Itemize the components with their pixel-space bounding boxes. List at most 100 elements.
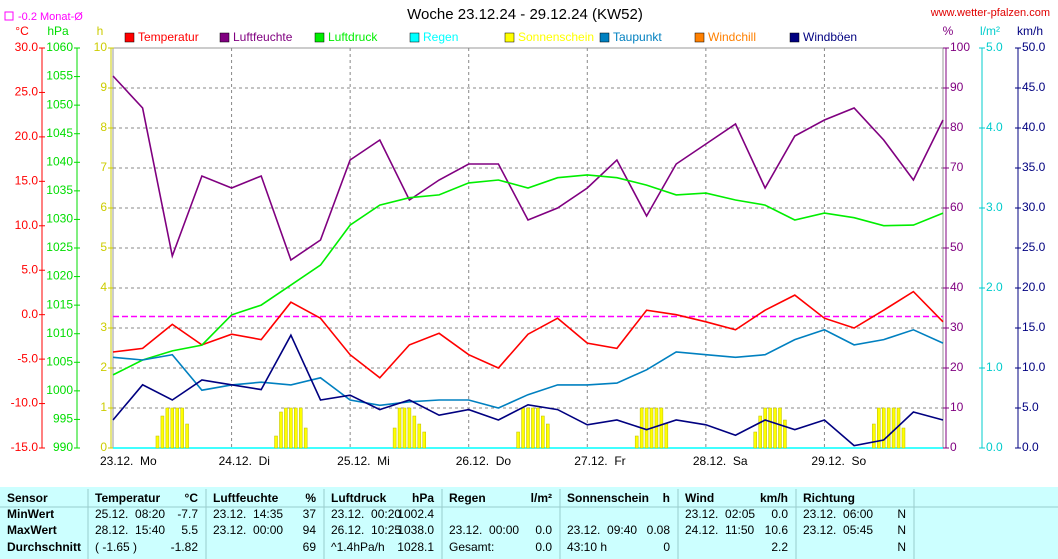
legend-swatch — [789, 32, 800, 43]
y-tick-label: 7 — [100, 160, 107, 174]
y-tick-label: 50 — [950, 240, 964, 254]
axis-unit: km/h — [1017, 24, 1043, 38]
y-tick-label: 0 — [100, 440, 107, 454]
sunshine-bar — [758, 415, 762, 449]
sunshine-bar — [664, 423, 669, 449]
series-line — [112, 328, 944, 409]
y-tick-label: 15.0 — [1022, 320, 1046, 334]
y-tick-label: 40 — [950, 280, 964, 294]
y-tick-label: 5.0 — [21, 262, 38, 276]
y-tick-label: 1050 — [46, 97, 73, 111]
y-tick-label: 1000 — [46, 383, 73, 397]
cell-value: N — [897, 523, 906, 537]
sunshine-bar — [877, 407, 881, 449]
series-line — [112, 75, 944, 262]
sunshine-bar — [274, 435, 278, 449]
y-tick-label: -15.0 — [11, 440, 39, 454]
sunshine-bar — [541, 415, 545, 449]
cell-value: 2.2 — [771, 540, 788, 554]
y-tick-label: 10 — [94, 40, 108, 54]
chart-title: Woche 23.12.24 - 29.12.24 (KW52) — [407, 6, 643, 23]
legend-swatch — [219, 32, 230, 43]
cell-value: N — [897, 540, 906, 554]
y-tick-label: 4 — [100, 280, 107, 294]
x-tick-label: 24.12. Di — [219, 454, 270, 468]
sunshine-bar — [536, 407, 540, 449]
y-tick-label: 90 — [950, 80, 964, 94]
y-tick-label: 0.0 — [986, 440, 1003, 454]
y-tick-label: 1015 — [46, 297, 73, 311]
y-tick-label: 5.0 — [1022, 400, 1039, 414]
cell-time: 23.12. 00:00 — [449, 523, 519, 537]
series-line — [112, 333, 944, 447]
y-tick-label: 60 — [950, 200, 964, 214]
table-header: Luftfeuchte — [213, 491, 279, 505]
y-tick-label: 1035 — [46, 183, 73, 197]
sunshine-bar — [634, 435, 639, 449]
cell-value: 0.0 — [771, 507, 788, 521]
cell-time: 23.12. 00:20 — [331, 507, 401, 521]
cell-value: N — [897, 507, 906, 521]
sunshine-bar — [783, 419, 787, 449]
legend-swatch — [409, 32, 420, 43]
y-tick-label: 20 — [950, 360, 964, 374]
sunshine-bar — [397, 407, 402, 449]
cell-value: 1028.1 — [397, 540, 434, 554]
cell-time: 23.12. 06:00 — [803, 507, 873, 521]
y-tick-label: 50.0 — [1022, 40, 1046, 54]
sunshine-bar — [392, 427, 397, 449]
cell-time: 26.12. 10:25 — [331, 523, 401, 537]
y-tick-label: 3 — [100, 320, 107, 334]
sunshine-bar — [872, 423, 876, 449]
table-header: Luftdruck — [331, 491, 387, 505]
sunshine-bar — [298, 407, 303, 449]
table-header: Sensor — [7, 491, 48, 505]
legend-label: Taupunkt — [613, 30, 662, 44]
legend-label: Temperatur — [138, 30, 199, 44]
axis-unit: h — [97, 24, 104, 38]
y-tick-label: 10.0 — [15, 218, 39, 232]
sunshine-bar — [644, 407, 649, 449]
sunshine-bar — [175, 407, 179, 449]
y-tick-label: 1 — [100, 400, 107, 414]
cell-time: 43:10 h — [567, 540, 607, 554]
x-tick-label: 27.12. Fr — [574, 454, 625, 468]
cell-value: 10.6 — [765, 523, 789, 537]
legend-swatch — [694, 32, 705, 43]
y-tick-label: 80 — [950, 120, 964, 134]
y-tick-label: 25.0 — [15, 85, 39, 99]
y-tick-label: 10 — [950, 400, 964, 414]
source-link[interactable]: www.wetter-pfalzen.com — [930, 7, 1050, 19]
sunshine-bar — [768, 407, 772, 449]
sunshine-bar — [526, 407, 530, 449]
legend-label: Windchill — [708, 30, 756, 44]
sunshine-bar — [422, 431, 426, 449]
y-tick-label: 1025 — [46, 240, 73, 254]
sunshine-bar — [412, 415, 417, 449]
legend-label: Luftfeuchte — [233, 30, 293, 44]
cell-value: 94 — [303, 523, 317, 537]
cell-value: 1038.0 — [397, 523, 434, 537]
y-tick-label: 10.0 — [1022, 360, 1046, 374]
cell-value: 37 — [303, 507, 317, 521]
y-tick-label: 995 — [53, 412, 73, 426]
sunshine-bar — [778, 407, 782, 449]
sunshine-bar — [185, 423, 189, 449]
sunshine-bar — [279, 411, 283, 449]
cell-time: 23.12. 14:35 — [213, 507, 283, 521]
series-line — [112, 290, 944, 379]
legend-swatch — [314, 32, 325, 43]
y-tick-label: 5.0 — [986, 40, 1003, 54]
row-label: MinWert — [7, 507, 54, 521]
cell-value: -7.7 — [177, 507, 198, 521]
y-tick-label: 1040 — [46, 154, 73, 168]
sunshine-bar — [402, 407, 407, 449]
sunshine-bar — [417, 423, 422, 449]
axis-unit: °C — [15, 24, 29, 38]
y-tick-label: -10.0 — [11, 396, 39, 410]
cell-value: 69 — [303, 540, 317, 554]
cell-value: -1.82 — [171, 540, 199, 554]
sunshine-bar — [160, 415, 165, 449]
sunshine-bar — [531, 407, 535, 449]
x-tick-label: 26.12. Do — [456, 454, 512, 468]
